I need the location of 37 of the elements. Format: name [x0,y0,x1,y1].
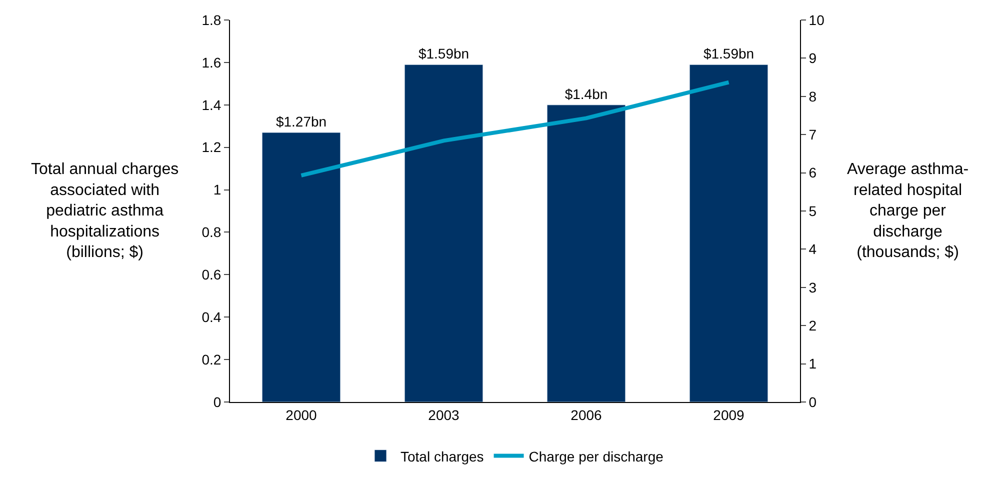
y2-axis-title: Average asthma-related hospital charge per discharge (thousands; $) [847,161,969,262]
legend-label: Total charges [400,448,484,464]
y-tick-label: 1.2 [202,139,222,156]
bar [404,64,484,402]
y-tick-label: 1 [213,182,222,198]
y2-tick-label: 9 [808,50,817,66]
y-tick-label: 0.4 [202,309,222,326]
y2-tick-label: 7 [808,126,817,142]
y-tick-label: 1.8 [202,12,222,28]
y2-tick-label: 10 [808,12,825,28]
y-tick-label: 0.6 [202,266,222,283]
y-tick-label: 0 [213,394,222,410]
y-axis-title: Total annual charges associated with pediatric asthma hospitalizations (billions; $) [31,161,179,262]
legend-label: Charge per discharge [528,448,664,464]
y2-tick-label: 4 [808,241,817,258]
x-tick-label: 2003 [428,406,460,423]
bar [262,132,341,402]
bar [546,104,626,402]
y-tick-label: 0.2 [202,351,222,368]
data-label: $1.59bn [418,46,470,62]
y2-tick-label: 6 [808,164,817,181]
y-tick-label: 1.6 [202,54,222,70]
y2-tick-label: 0 [808,394,817,410]
x-tick-label: 2009 [713,406,745,423]
bar [689,64,768,402]
y-tick-label: 1.4 [202,96,222,113]
x-tick-label: 2006 [570,406,602,423]
y2-tick-label: 3 [808,279,817,296]
data-label: $1.59bn [703,46,754,62]
y2-tick-label: 8 [808,88,817,104]
y2-tick-label: 2 [808,318,817,334]
data-label: $1.4bn [564,86,608,102]
y2-tick-label: 5 [808,202,817,219]
y2-tick-label: 1 [808,356,817,372]
x-tick-label: 2000 [286,406,318,423]
data-label: $1.27bn [276,113,327,130]
y-tick-label: 0.8 [202,224,222,240]
